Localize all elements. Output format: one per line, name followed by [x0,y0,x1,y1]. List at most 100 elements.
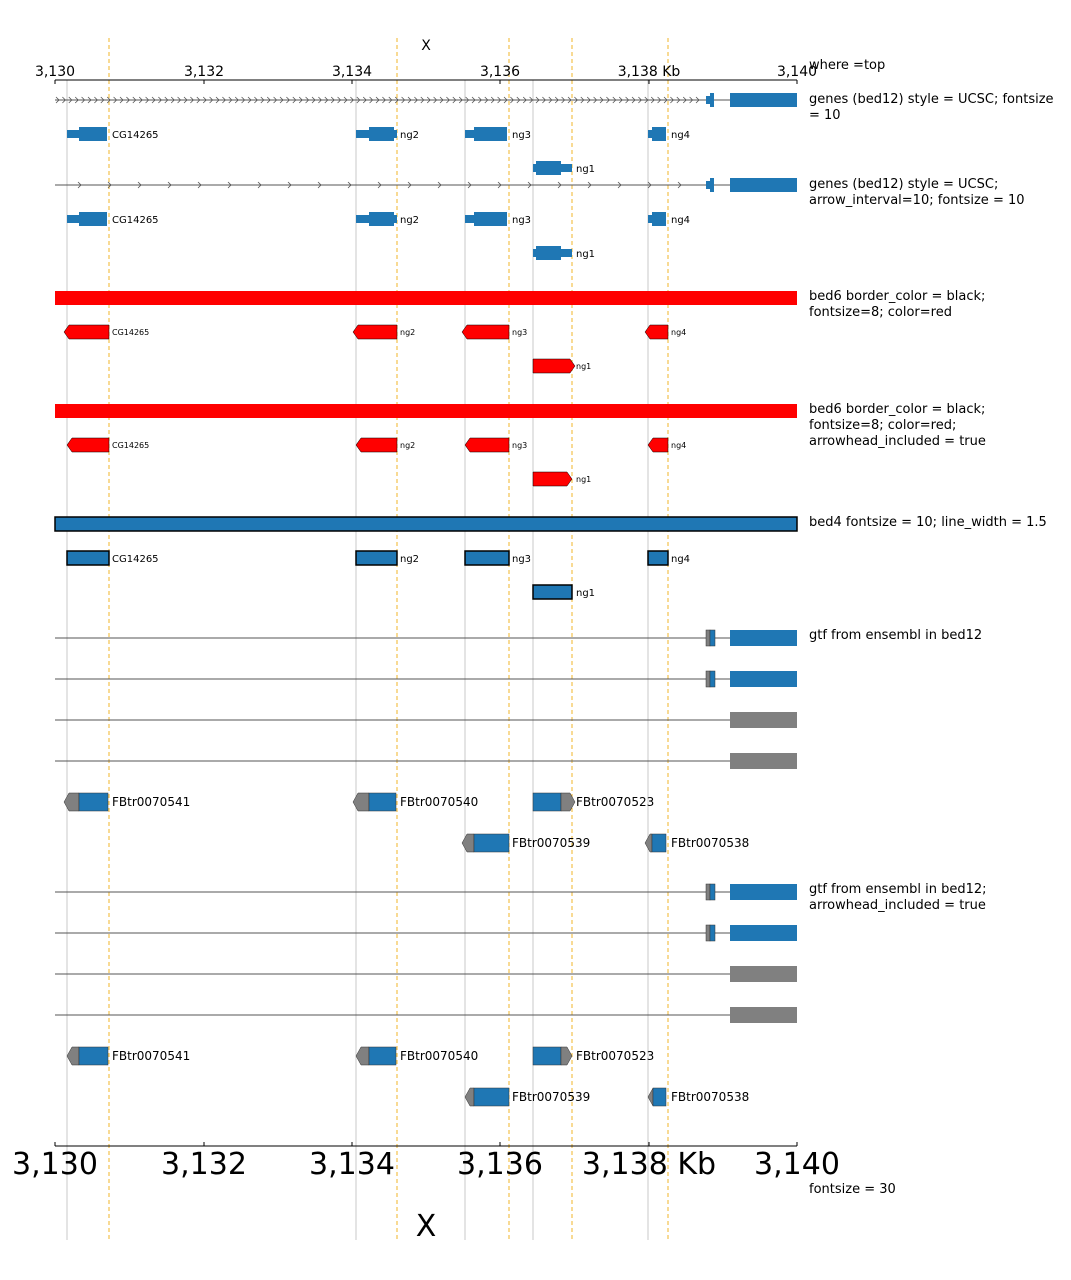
track-label: genes (bed12) style = UCSC; arrow_interv… [809,177,1025,208]
transcript-utr [647,1087,654,1107]
gene-utr [648,215,652,223]
track-label: bed6 border_color = black; fontsize=8; c… [809,402,990,449]
track-label-line: bed4 fontsize = 10; line_width = 1.5 [809,515,1047,530]
transcript-label: FBtr0070540 [400,1049,478,1063]
gene-label: ng3 [512,215,531,226]
transcript-cds [709,924,716,942]
gene-label: ng1 [576,588,595,599]
gene-label: ng3 [512,554,531,565]
gene-cds [536,161,561,175]
gene-cds [474,127,507,141]
bed6-feature [647,437,669,453]
transcript-utr [352,792,370,812]
gene-utr [533,249,536,257]
transcript-utr [464,1087,475,1107]
gene-exon [710,178,714,192]
gene-cds [536,246,561,260]
gene-label: ng3 [512,130,531,141]
transcript-cds [730,884,797,900]
gene-label: ng2 [400,441,415,450]
track-gtf-bed12-arrowhead: FBtr0070541 FBtr0070540 FBtr0070523 FBtr… [55,882,991,1107]
intron-arrow-chevrons [55,96,700,104]
gene-utr [356,130,369,138]
transcript-cds [730,925,797,941]
gene-utr [356,215,369,223]
bed6-feature [352,324,398,340]
track-label-line: arrow_interval=10; fontsize = 10 [809,193,1025,208]
transcript-utr [730,712,797,728]
track-label-line: gtf from ensembl in bed12 [809,628,982,643]
gene-label: ng4 [671,441,686,450]
bottom-tick-label: 3,136 [457,1147,543,1182]
top-tick-label: 3,136 [480,64,520,80]
track-label: gtf from ensembl in bed12; arrowhead_inc… [809,882,991,913]
gene-label: CG14265 [112,328,149,337]
transcript-cds [730,671,797,687]
top-tick-label: 3,138 Kb [618,64,681,80]
transcript-label: FBtr0070523 [576,795,654,809]
top-x-axis: X 3,130 3,132 3,134 3,136 3,138 Kb 3,140… [35,38,885,84]
transcript-label: FBtr0070523 [576,1049,654,1063]
track-label-line: genes (bed12) style = UCSC; fontsize [809,92,1054,107]
transcript-cds [532,792,562,812]
bed4-feature [355,550,398,566]
gene-label: CG14265 [112,441,149,450]
gene-label: ng4 [671,215,690,226]
transcript-cds [368,792,397,812]
bed6-feature [63,324,110,340]
gene-utr [561,249,572,257]
track-label-line: bed6 border_color = black; [809,289,985,304]
transcript-label: FBtr0070539 [512,836,590,850]
gene-label: ng2 [400,554,419,565]
track-label: bed4 fontsize = 10; line_width = 1.5 [809,515,1047,530]
transcript-utr [355,1046,370,1066]
transcript-utr [560,1046,573,1066]
transcript-utr [644,833,653,853]
track-label-line: arrowhead_included = true [809,898,986,913]
track-label-line: arrowhead_included = true [809,434,986,449]
gene-label: ng4 [671,328,686,337]
transcript-utr [705,883,711,901]
transcript-cds [368,1046,397,1066]
transcript-label: FBtr0070541 [112,795,190,809]
gene-label: ng1 [576,475,591,484]
transcript-utr [705,629,711,647]
bed4-feature [464,550,510,566]
gene-label: ng2 [400,130,419,141]
bed6-feature [532,471,573,487]
bed4-feature [647,550,669,566]
track-label-line: fontsize=8; color=red [809,305,952,320]
transcript-cds [709,670,716,688]
top-axis-chrom: X [421,38,431,54]
bed6-feature [644,324,669,340]
bottom-x-axis: 3,130 3,132 3,134 3,136 3,138 Kb 3,140 X… [12,1142,896,1244]
top-tick-label: 3,130 [35,64,75,80]
bed6-full-bar [55,291,797,305]
gene-cds [474,212,507,226]
gene-cds [369,127,394,141]
top-tick-label: 3,132 [184,64,224,80]
bed4-full-bar [54,516,798,532]
gene-utr [648,130,652,138]
transcript-utr [560,792,576,812]
transcript-cds [730,630,797,646]
transcript-cds [78,1046,109,1066]
gene-utr [67,130,79,138]
bed4-feature [66,550,110,566]
top-tick-label: 3,134 [332,64,372,80]
gene-utr [394,215,397,223]
transcript-utr [63,792,80,812]
transcript-label: FBtr0070539 [512,1090,590,1104]
gene-cds [652,127,666,141]
bottom-tick-label: 3,138 Kb [582,1147,716,1182]
transcript-cds [532,1046,562,1066]
gene-label: CG14265 [112,215,159,226]
track-gtf-bed12: FBtr0070541 FBtr0070540 FBtr0070523 FBtr… [55,628,982,853]
bed6-feature [355,437,398,453]
gene-exon [706,181,710,189]
bottom-axis-chrom: X [416,1209,437,1244]
track-genes-ucsc: CG14265 ng2 ng3 ng4 ng1 genes (bed12) st… [55,92,1054,175]
track-label-line: gtf from ensembl in bed12; [809,882,987,897]
intron-arrow-chevrons [77,181,682,189]
